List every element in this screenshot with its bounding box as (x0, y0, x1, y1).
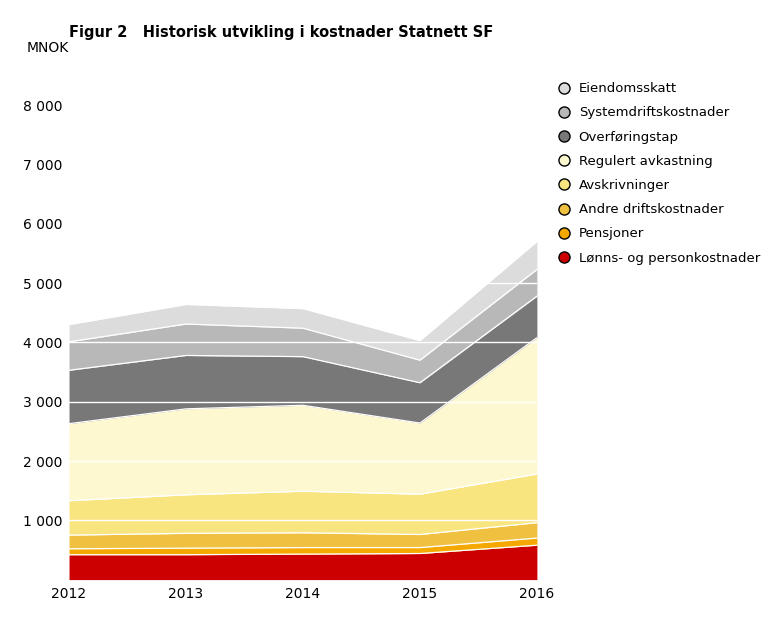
Text: MNOK: MNOK (27, 42, 69, 55)
Text: Figur 2   Historisk utvikling i kostnader Statnett SF: Figur 2 Historisk utvikling i kostnader … (69, 25, 493, 40)
Legend: Eiendomsskatt, Systemdriftskostnader, Overføringstap, Regulert avkastning, Avskr: Eiendomsskatt, Systemdriftskostnader, Ov… (558, 82, 760, 265)
